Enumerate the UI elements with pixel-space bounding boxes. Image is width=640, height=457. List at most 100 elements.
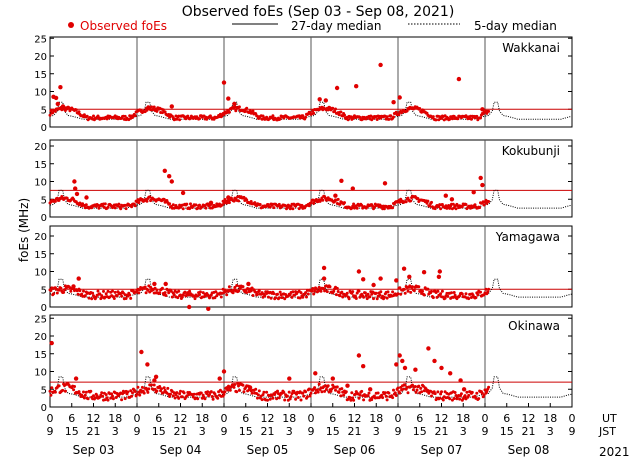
observed-point	[448, 117, 452, 121]
observed-point	[297, 114, 301, 118]
observed-point	[124, 297, 128, 300]
observed-point	[308, 394, 312, 398]
observed-point	[247, 385, 253, 390]
observed-point	[211, 397, 215, 401]
observed-point	[382, 295, 386, 299]
observed-point	[419, 386, 423, 390]
observed-point	[301, 295, 305, 299]
observed-point	[162, 386, 166, 390]
observed-point	[124, 207, 128, 211]
observed-point	[266, 295, 270, 299]
observed-point	[439, 207, 443, 211]
x-tick-label-ut: 6	[416, 412, 423, 425]
observed-point	[426, 287, 430, 291]
observed-point	[339, 394, 343, 398]
observed-point	[415, 388, 419, 392]
observed-point	[271, 114, 275, 118]
observed-point	[385, 296, 389, 300]
observed-point	[74, 191, 80, 197]
observed-point	[411, 383, 414, 387]
observed-point	[145, 362, 150, 367]
observed-point	[309, 201, 313, 205]
observed-point	[155, 288, 159, 292]
observed-point	[129, 296, 133, 300]
observed-point	[86, 397, 90, 401]
observed-point	[74, 108, 78, 112]
observed-point	[456, 76, 462, 82]
observed-point	[251, 294, 255, 297]
y-tick-label: 25	[34, 34, 47, 45]
observed-point	[465, 390, 469, 394]
observed-point	[277, 296, 281, 300]
observed-point	[288, 397, 292, 401]
x-tick-label-jst: 9	[308, 425, 315, 438]
observed-point	[100, 391, 104, 395]
observed-point	[337, 113, 341, 117]
observed-point	[323, 98, 328, 103]
y-tick-label: 0	[41, 123, 47, 134]
observed-point	[51, 111, 55, 115]
observed-point	[50, 286, 54, 290]
observed-point	[379, 290, 383, 294]
x-date-label: Sep 04	[160, 443, 202, 457]
y-tick-label: 0	[41, 303, 47, 314]
x-tick-label-jst: 15	[65, 425, 79, 438]
observed-point	[441, 398, 445, 402]
observed-point	[137, 201, 141, 205]
observed-point	[226, 195, 231, 200]
observed-point	[389, 114, 393, 118]
x-tick-label-jst: 9	[221, 425, 228, 438]
x-tick-label-jst: 9	[395, 425, 402, 438]
observed-point	[139, 349, 144, 355]
observed-point	[458, 378, 463, 383]
station-label: Yamagawa	[495, 230, 560, 244]
x-tick-label-ut: 6	[503, 412, 510, 425]
observed-point	[475, 391, 479, 395]
observed-point	[277, 396, 281, 400]
observed-point	[436, 274, 442, 279]
observed-point	[242, 390, 246, 394]
x-tick-label-jst: 15	[326, 425, 340, 438]
observed-point	[254, 290, 258, 294]
legend-median27-label: 27-day median	[291, 19, 381, 33]
observed-point	[227, 110, 231, 114]
observed-point	[294, 397, 298, 401]
observed-point	[179, 389, 182, 393]
observed-point	[256, 396, 259, 400]
observed-point	[82, 396, 86, 400]
observed-point	[84, 203, 88, 207]
observed-point	[413, 367, 418, 372]
observed-point	[474, 296, 478, 300]
observed-point	[440, 390, 443, 394]
observed-point	[385, 398, 389, 402]
observed-point	[182, 391, 186, 395]
observed-point	[334, 85, 340, 91]
observed-point	[467, 393, 471, 397]
observed-point	[314, 391, 317, 395]
observed-point	[313, 289, 317, 293]
observed-point	[169, 104, 174, 109]
x-tick-label-ut: 6	[242, 412, 249, 425]
observed-point	[258, 203, 262, 206]
observed-point	[120, 398, 124, 402]
observed-point	[133, 390, 137, 393]
x-tick-label-jst: 21	[435, 425, 449, 438]
panel-wakkanai: 0 5 10 15 20 25 Wakkanai	[34, 34, 573, 134]
y-tick-label: 10	[34, 368, 47, 379]
station-label: Okinawa	[508, 319, 560, 333]
x-tick-label-jst: 21	[348, 425, 362, 438]
observed-point	[256, 393, 260, 397]
observed-point	[456, 117, 460, 121]
y-tick-label: 10	[34, 178, 47, 189]
observed-point	[257, 389, 261, 393]
observed-point	[334, 107, 337, 111]
observed-point	[113, 206, 117, 210]
observed-point	[77, 390, 81, 394]
observed-point	[345, 383, 350, 388]
observed-point	[276, 389, 279, 393]
observed-point	[321, 265, 327, 271]
observed-point	[312, 201, 316, 205]
observed-point	[55, 101, 60, 107]
observed-point	[204, 206, 208, 210]
observed-point	[336, 290, 340, 293]
